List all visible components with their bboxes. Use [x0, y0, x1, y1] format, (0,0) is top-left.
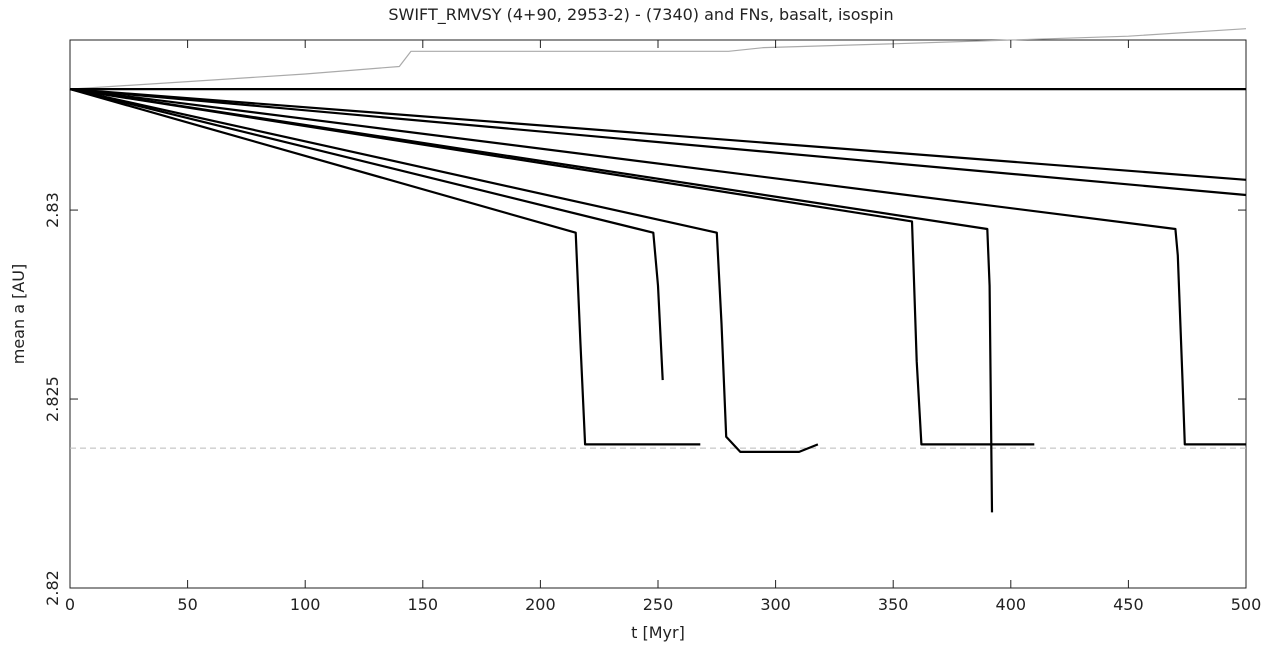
series-line-6 [69, 88, 994, 513]
x-tick-label: 450 [1113, 595, 1144, 614]
x-tick-label: 350 [878, 595, 909, 614]
x-tick-label: 250 [643, 595, 674, 614]
series-line-7 [69, 88, 1035, 446]
y-axis-label: mean a [AU] [9, 264, 28, 365]
x-tick-label: 100 [290, 595, 321, 614]
x-tick-label: 300 [760, 595, 791, 614]
x-tick-label: 50 [177, 595, 197, 614]
series-line-10 [69, 88, 701, 446]
chart-title: SWIFT_RMVSY (4+90, 2953-2) - (7340) and … [388, 5, 893, 25]
plot-frame [69, 39, 1247, 589]
y-tick-label: 2.82 [43, 570, 62, 606]
series-line-9 [69, 88, 664, 381]
y-tick-label: 2.83 [43, 192, 62, 228]
ticks-layer: 0 50 100 150 200 250 300 350 400 450 500 2.82 2.825 2… [43, 40, 1261, 614]
y-tick-label: 2.825 [43, 376, 62, 422]
series-line-1 [69, 28, 1247, 90]
x-tick-label: 0 [65, 595, 75, 614]
series-line-4 [69, 88, 1247, 197]
x-tick-label: 500 [1231, 595, 1262, 614]
x-tick-label: 150 [408, 595, 439, 614]
x-tick-label: 400 [996, 595, 1027, 614]
series-layer [69, 28, 1247, 513]
x-tick-label: 200 [525, 595, 556, 614]
series-line-3 [69, 88, 1247, 181]
series-line-5 [69, 88, 1246, 446]
x-axis-label: t [Myr] [631, 623, 685, 642]
series-line-8 [69, 88, 819, 453]
